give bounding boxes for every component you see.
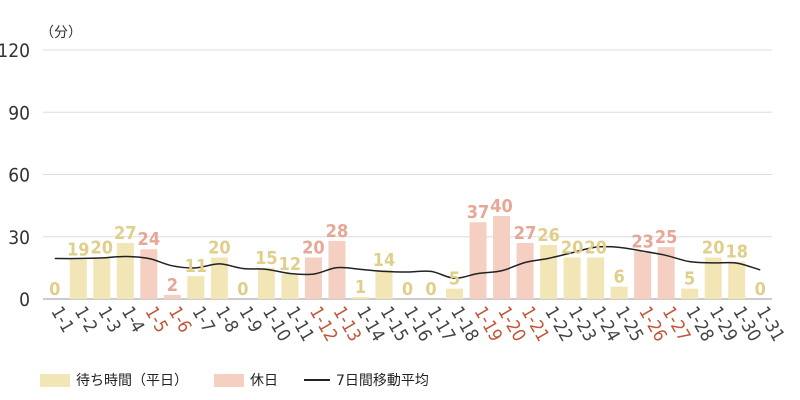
bar [187,276,205,299]
bar [210,257,228,299]
bar [610,286,628,299]
y-tick-label: 120 [0,40,30,62]
bar [493,216,511,299]
data-label: 15 [255,248,278,269]
legend-label-weekday: 待ち時間（平日） [76,373,188,389]
data-label: 40 [490,196,513,217]
bars [69,216,746,299]
data-label: 28 [326,221,349,242]
data-label: 20 [91,238,114,259]
legend-swatch-weekday [40,373,70,387]
x-tick-label: 1-9 [235,303,266,336]
data-label: 0 [425,279,436,300]
legend-item-weekday: 待ち時間（平日） [40,370,188,390]
bar [281,274,299,299]
data-label: 0 [755,279,766,300]
bar [563,257,581,299]
y-tick-label: 30 [8,227,30,249]
bar [469,222,487,299]
x-tick-label: 1-7 [188,303,219,336]
data-label: 6 [614,267,625,288]
data-label: 20 [302,238,325,259]
data-label: 37 [467,202,490,223]
data-label: 14 [373,250,396,271]
bar [446,288,464,299]
bar [93,257,111,299]
bar [657,247,675,299]
bar [704,257,722,299]
data-label: 20 [584,238,607,259]
data-label: 24 [138,229,161,250]
data-label: 25 [655,227,678,248]
y-tick-label: 60 [8,165,30,187]
bar [587,257,605,299]
y-tick-label: 90 [8,102,30,124]
data-label: 1 [355,277,366,298]
moving-average-line [54,245,761,280]
data-label: 0 [402,279,413,300]
bar [681,288,699,299]
data-label: 27 [514,223,537,244]
data-label: 20 [561,238,584,259]
x-tick-label: 1-5 [140,303,171,336]
legend-label-holiday: 休日 [250,373,278,389]
data-label: 20 [208,238,231,259]
bar [163,294,181,299]
moving-average [54,245,761,280]
bar [728,261,746,299]
data-label: 0 [237,279,248,300]
data-label: 27 [114,223,137,244]
bar [634,251,652,299]
legend-item-holiday: 休日 [214,370,278,390]
legend-swatch-holiday [214,373,244,387]
x-tick-label: 1-1 [46,303,77,336]
bar [257,267,275,299]
x-tick-label: 1-3 [93,303,124,336]
data-label: 20 [702,238,725,259]
data-label: 2 [167,275,178,296]
data-label: 5 [684,269,695,290]
y-axis: 0 30 60 90 120 [0,40,30,311]
legend-item-moving-average: 7日間移動平均 [304,370,429,390]
x-tick-label: 1-8 [211,303,242,336]
bar [375,269,393,299]
bar [116,242,134,299]
bar [540,245,558,299]
legend-swatch-moving-average [304,379,330,381]
x-tick-label: 1-6 [164,303,195,336]
y-tick-label: 0 [19,289,30,311]
data-label: 18 [725,242,748,263]
bar [140,249,158,299]
data-label: 12 [279,254,302,275]
data-label: 26 [537,225,560,246]
y-axis-unit-label: （分） [40,25,82,41]
x-tick-label: 1-4 [117,303,148,336]
x-tick-label: 1-2 [70,303,101,336]
legend-label-moving-average: 7日間移動平均 [336,373,429,389]
x-axis: 1-11-21-31-41-51-61-71-81-91-101-111-121… [46,303,788,345]
bar [351,296,369,299]
bar [328,240,346,299]
data-label: 11 [185,256,208,277]
bar [304,257,322,299]
legend: 待ち時間（平日） 休日 7日間移動平均 [40,370,455,390]
data-label: 19 [67,240,90,261]
data-label: 0 [49,279,60,300]
data-label: 23 [631,231,654,252]
data-label: 5 [449,269,460,290]
bar [69,259,87,299]
bar [516,242,534,299]
